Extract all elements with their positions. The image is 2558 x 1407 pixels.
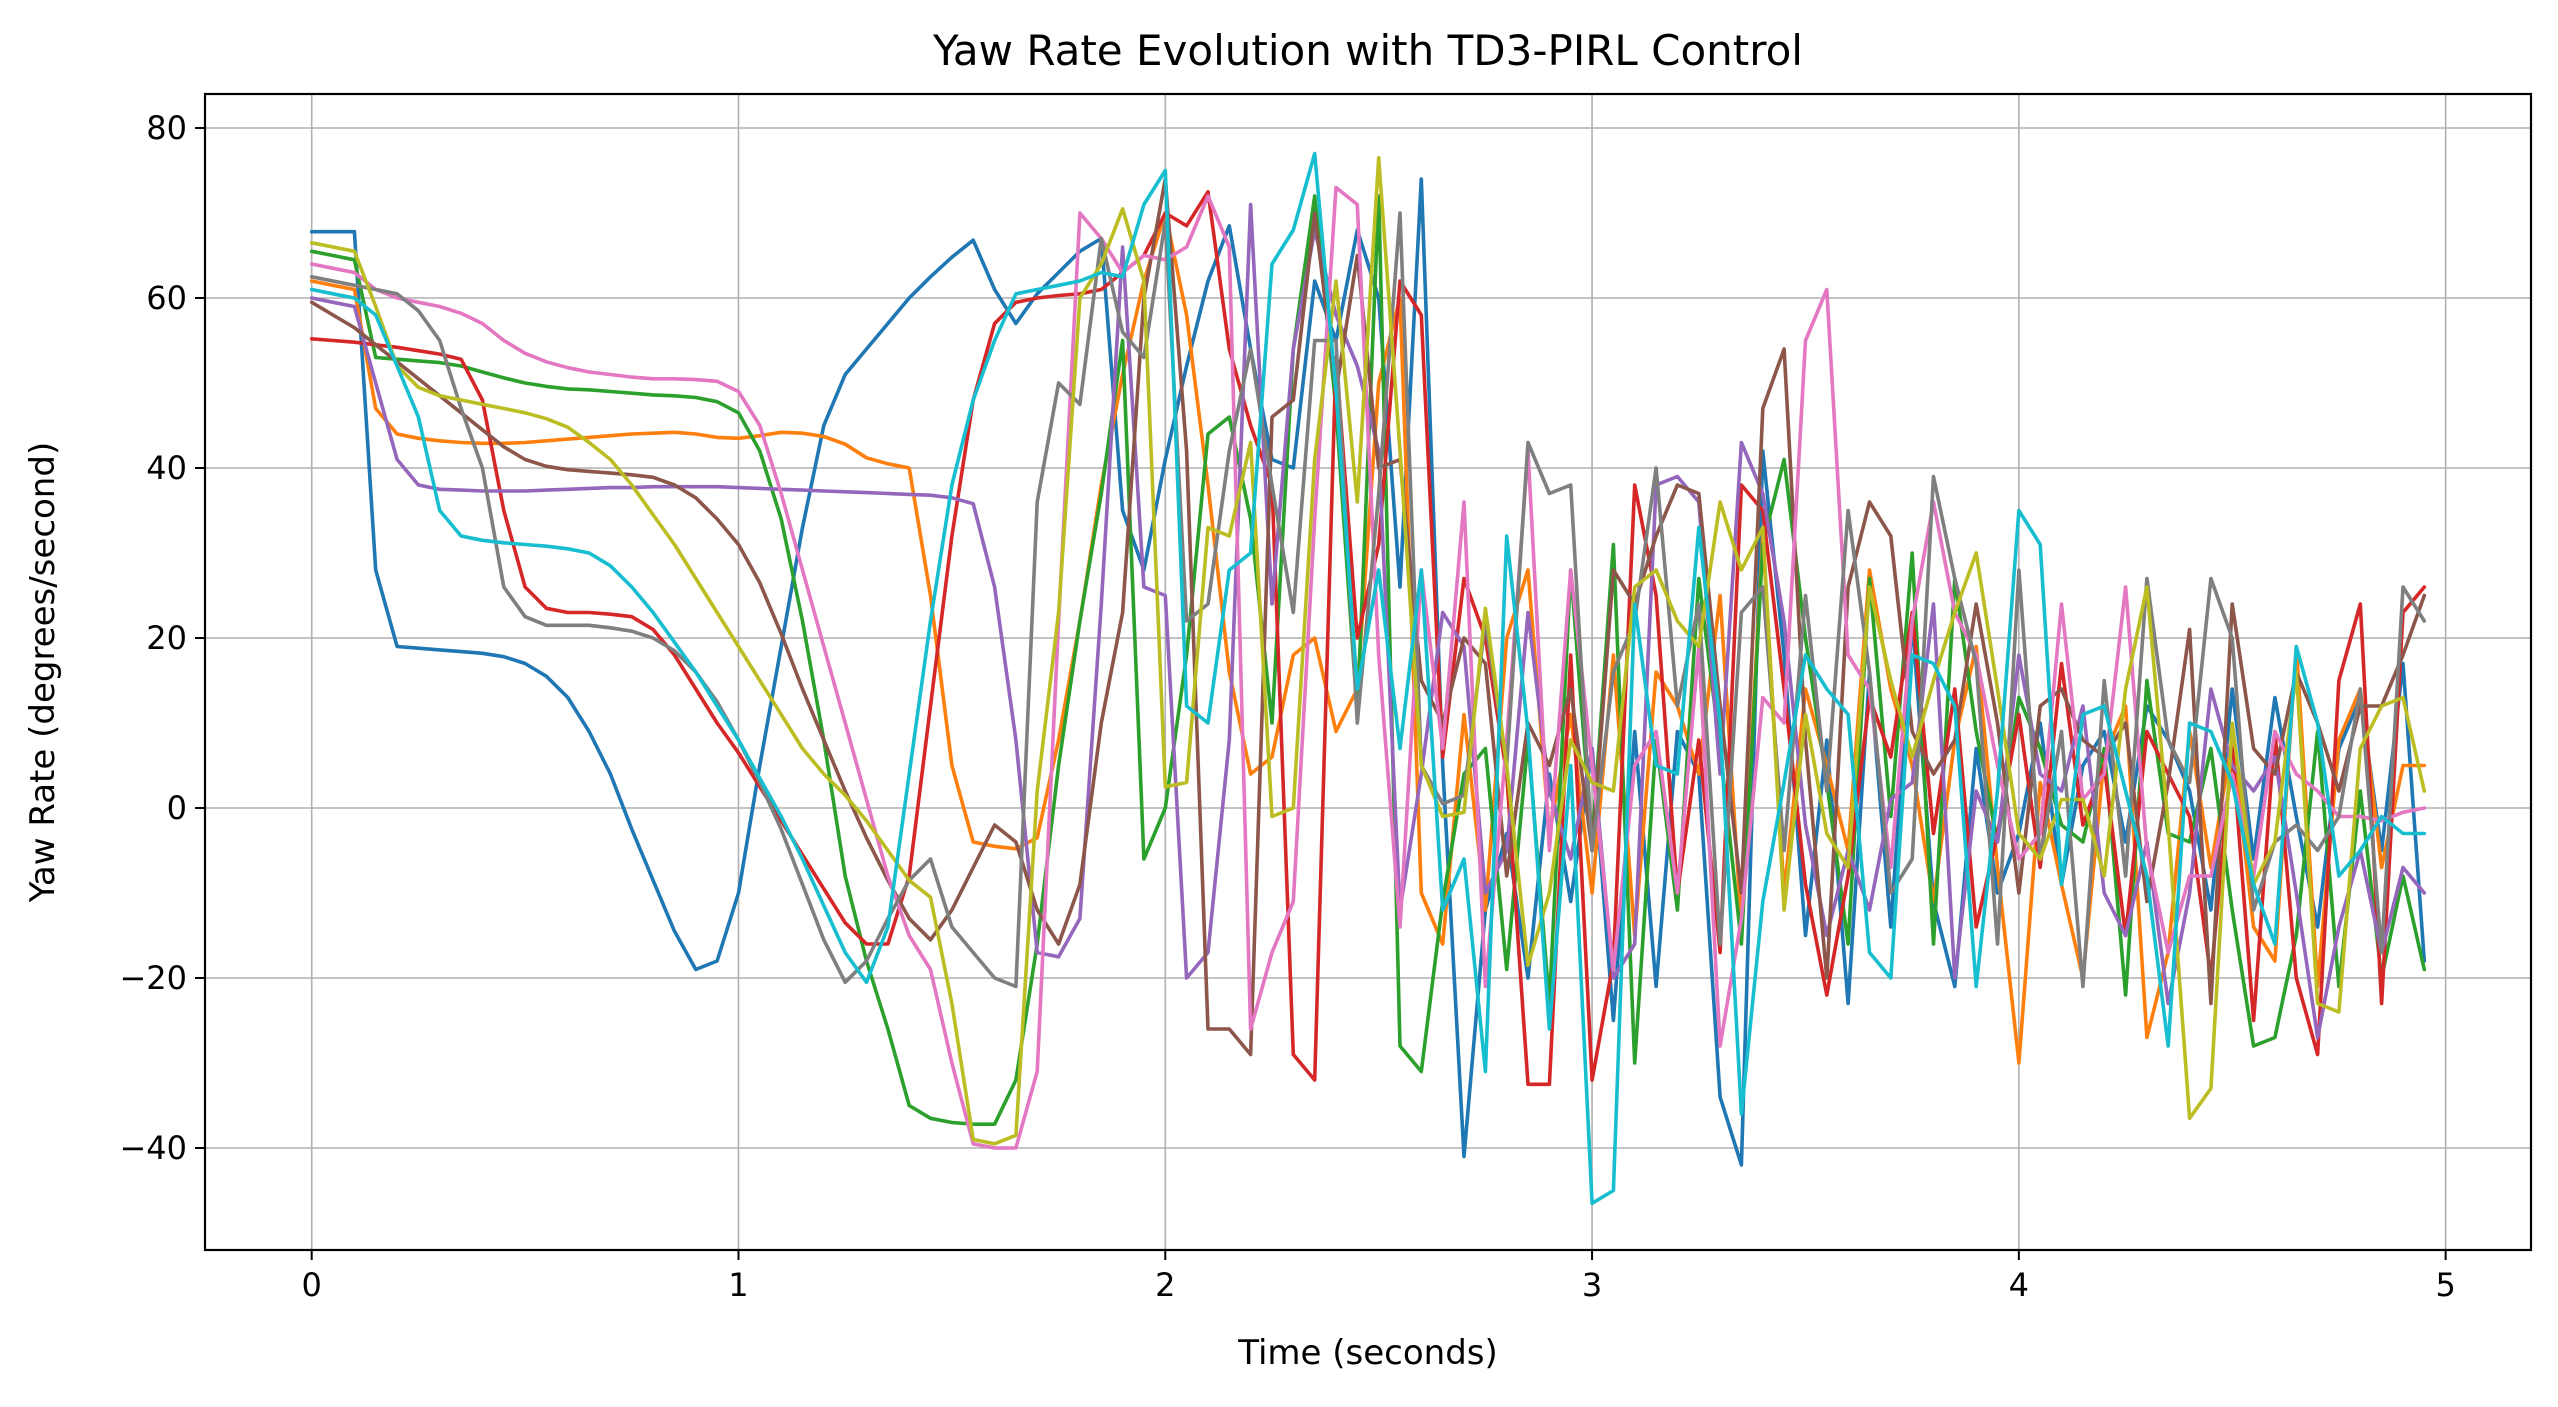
- series-line-7: [309, 185, 2427, 1150]
- y-tick-label: 40: [146, 449, 187, 487]
- x-tick-label: 2: [1155, 1266, 1175, 1304]
- x-tick-label: 4: [2009, 1266, 2029, 1304]
- chart-title: Yaw Rate Evolution with TD3-PIRL Control: [932, 26, 1803, 75]
- y-axis-label: Yaw Rate (degrees/second): [23, 442, 63, 903]
- x-tick-label: 1: [728, 1266, 748, 1304]
- x-tick-label: 3: [1582, 1266, 1602, 1304]
- y-tick-label: −20: [119, 959, 187, 997]
- x-tick-label: 5: [2435, 1266, 2455, 1304]
- x-axis-label: Time (seconds): [1237, 1333, 1498, 1373]
- y-tick-label: 20: [146, 619, 187, 657]
- axis-ticks: 0 1 2 3 4 5 −40 −20 0 20 40 60 80: [119, 109, 2455, 1304]
- series-line-2: [309, 211, 2427, 1065]
- series-lines: [309, 151, 2427, 1206]
- y-tick-label: 80: [146, 109, 187, 147]
- y-tick-label: 0: [167, 789, 187, 827]
- series-line-8: [309, 211, 2427, 989]
- x-tick-label: 0: [302, 1266, 322, 1304]
- series-line-10: [309, 151, 2427, 1206]
- plot-frame: [203, 92, 2533, 1252]
- y-tick-label: −40: [119, 1129, 187, 1167]
- y-tick-label: 60: [146, 279, 187, 317]
- series-line-1: [309, 177, 2427, 1167]
